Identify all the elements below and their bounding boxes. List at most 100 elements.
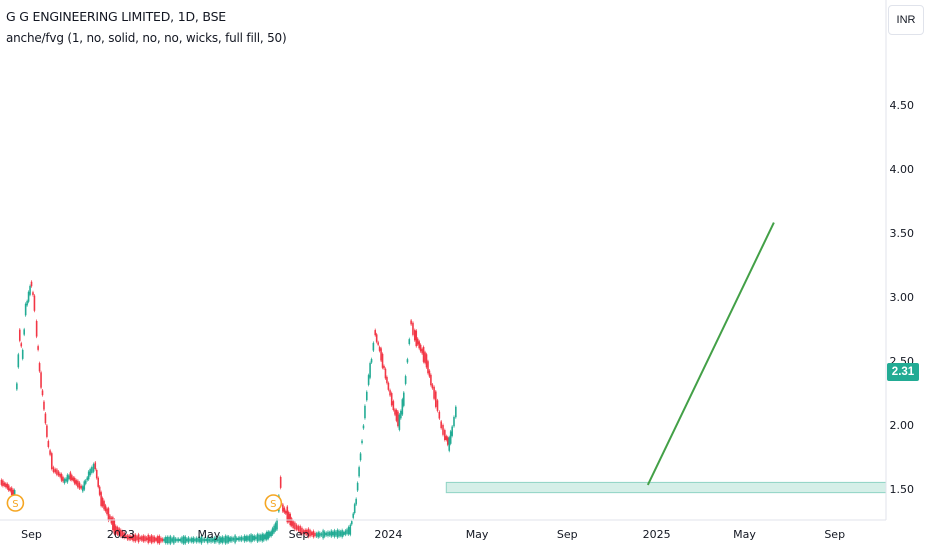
candle xyxy=(187,537,190,543)
candle xyxy=(364,405,366,419)
candle xyxy=(389,390,391,396)
candle xyxy=(392,401,395,411)
candle xyxy=(49,450,51,455)
candle xyxy=(144,536,146,541)
time-tick-label: 2024 xyxy=(374,528,402,541)
candle xyxy=(273,525,275,533)
candle xyxy=(52,467,55,472)
candle xyxy=(50,453,53,469)
candle xyxy=(114,525,117,534)
candle xyxy=(355,498,357,505)
candle xyxy=(424,352,426,363)
candle xyxy=(179,538,182,542)
candle xyxy=(71,475,73,481)
currency-button[interactable]: INR xyxy=(888,5,924,35)
candle xyxy=(103,501,105,510)
candle xyxy=(13,490,16,498)
candle xyxy=(317,532,320,538)
candle xyxy=(251,535,254,541)
split-marker-ring xyxy=(264,494,283,512)
candle xyxy=(282,504,284,512)
candle xyxy=(12,489,14,496)
time-tick-label: Sep xyxy=(824,528,845,541)
time-tick-label: May xyxy=(466,528,489,541)
candle xyxy=(386,377,388,383)
candle xyxy=(299,526,301,534)
candle xyxy=(451,426,453,436)
candle xyxy=(342,532,345,536)
candle xyxy=(333,530,336,537)
candle xyxy=(29,285,31,295)
candle xyxy=(65,478,67,482)
candle xyxy=(431,384,434,389)
candle xyxy=(195,537,198,543)
candle xyxy=(100,492,102,506)
candle xyxy=(319,532,321,537)
candle xyxy=(20,343,23,347)
candle xyxy=(145,537,148,541)
candle xyxy=(394,409,396,415)
candle xyxy=(322,530,324,539)
candle xyxy=(98,486,101,495)
candle xyxy=(362,425,365,429)
candle xyxy=(166,536,169,544)
candle xyxy=(349,524,352,535)
candle xyxy=(310,532,313,536)
candle xyxy=(404,376,407,384)
trendline-layer xyxy=(646,222,775,486)
candle xyxy=(181,537,183,543)
candle xyxy=(416,338,419,345)
fvg-zone[interactable] xyxy=(445,481,887,494)
candle xyxy=(82,486,84,492)
candle xyxy=(110,517,113,524)
candle xyxy=(292,521,294,528)
candle xyxy=(261,533,264,542)
candle xyxy=(312,530,315,538)
candle xyxy=(265,532,268,540)
candle xyxy=(402,392,405,406)
price-tick-label: 1.50 xyxy=(890,483,915,496)
candle xyxy=(425,354,428,368)
candle xyxy=(242,537,244,540)
candle xyxy=(271,528,274,535)
candle xyxy=(263,534,265,541)
trendline[interactable] xyxy=(646,222,775,486)
candle xyxy=(203,538,206,542)
split-icon[interactable]: S xyxy=(6,494,25,512)
candle xyxy=(320,533,323,536)
candle xyxy=(353,504,356,514)
candle xyxy=(216,538,219,542)
candle xyxy=(295,524,298,530)
candle xyxy=(309,530,311,537)
candle xyxy=(68,475,70,479)
candle xyxy=(3,482,6,486)
candle xyxy=(136,536,138,540)
candle xyxy=(218,536,220,544)
candle xyxy=(66,474,69,483)
candle xyxy=(361,440,363,444)
candle xyxy=(270,531,272,537)
candle xyxy=(134,534,137,542)
candle xyxy=(202,538,204,542)
candle xyxy=(365,391,368,401)
candle xyxy=(6,483,9,489)
candle xyxy=(449,431,452,444)
candle xyxy=(297,526,300,531)
candle xyxy=(26,301,28,306)
candle xyxy=(47,441,50,447)
candle xyxy=(33,295,36,311)
indicator-legend[interactable]: anche/fvg (1, no, solid, no, no, wicks, … xyxy=(6,31,287,45)
candle xyxy=(287,512,290,522)
candle xyxy=(109,515,111,520)
candle xyxy=(370,359,373,363)
candle xyxy=(419,344,422,352)
candle xyxy=(377,342,379,345)
time-tick-label: Sep xyxy=(289,528,310,541)
time-tick-label: 2025 xyxy=(643,528,671,541)
candle xyxy=(440,421,442,429)
split-icon[interactable]: S xyxy=(264,494,283,512)
candle xyxy=(352,513,355,518)
candle xyxy=(9,488,12,491)
candle xyxy=(294,522,296,530)
